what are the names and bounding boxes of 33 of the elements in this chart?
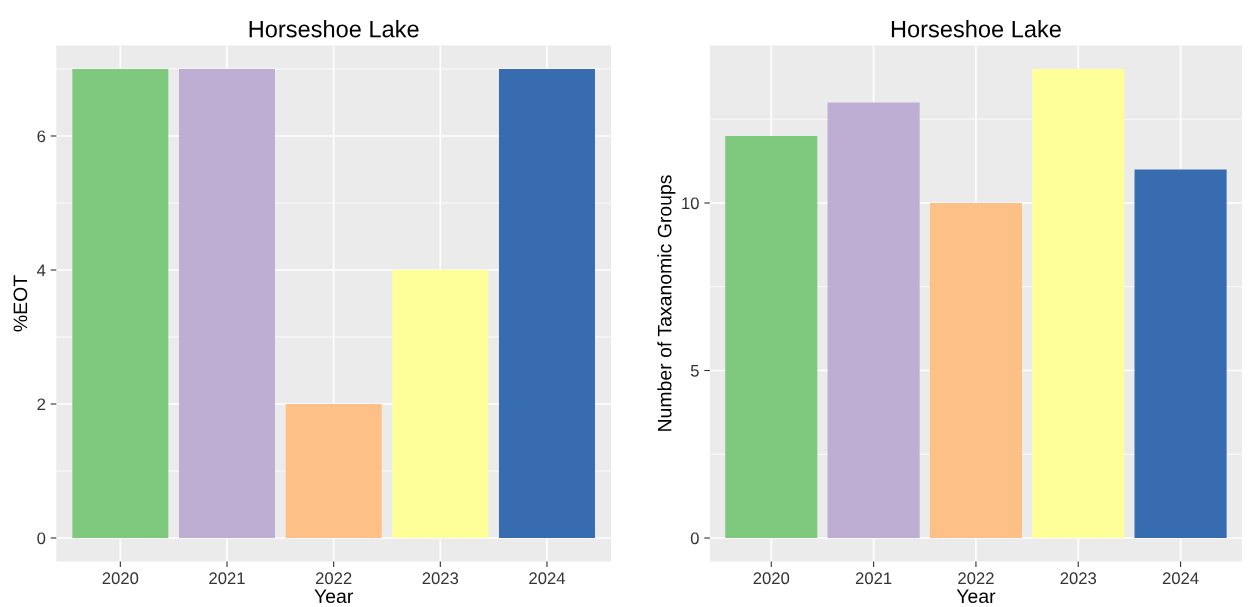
bar [827,102,920,539]
bar [1134,169,1227,539]
bar [179,68,275,539]
x-tick-label: 2023 [1060,572,1097,585]
x-tick-label: 2021 [209,572,245,585]
y-tick-label: 0 [690,532,699,545]
y-tick-label: 2 [37,398,46,411]
y-axis-title: %EOT [13,275,28,332]
x-axis-title: Year [314,589,353,604]
bar [392,270,489,539]
x-tick-label: 2024 [1162,572,1199,585]
chart-title: Horseshoe Lake [891,20,1061,38]
bar [1032,68,1125,539]
y-tick-label: 10 [682,197,699,210]
bar [725,135,818,539]
x-tick-label: 2020 [753,572,790,585]
y-tick-label: 4 [37,264,46,277]
y-axis-title: Number of Taxanomic Groups [657,175,676,431]
chart-title: Horseshoe Lake [249,20,419,38]
x-tick-label: 2023 [422,572,459,585]
x-tick-label: 2022 [315,572,352,585]
y-tick-label: 6 [37,130,46,143]
x-tick-label: 2020 [102,572,139,585]
bar [285,404,382,539]
y-tick-label: 5 [690,365,699,377]
x-tick-label: 2022 [958,572,994,585]
x-axis-title: Year [956,589,996,604]
x-tick-label: 2024 [529,572,566,585]
y-tick-label: 0 [37,532,46,545]
bar [72,68,169,539]
x-tick-label: 2021 [855,572,892,585]
bar [498,68,595,539]
bar [929,202,1022,539]
